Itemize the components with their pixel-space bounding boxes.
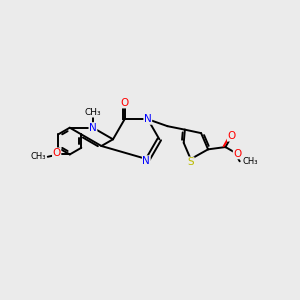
Text: N: N [144, 114, 152, 124]
Text: N: N [142, 156, 150, 166]
Text: CH₃: CH₃ [243, 157, 258, 166]
Text: O: O [121, 98, 129, 108]
Text: S: S [188, 157, 194, 167]
Text: CH₃: CH₃ [31, 152, 46, 161]
Text: CH₃: CH₃ [85, 108, 101, 117]
Text: O: O [227, 131, 236, 141]
Text: O: O [52, 148, 61, 158]
Text: N: N [89, 123, 97, 133]
Text: O: O [233, 149, 242, 159]
